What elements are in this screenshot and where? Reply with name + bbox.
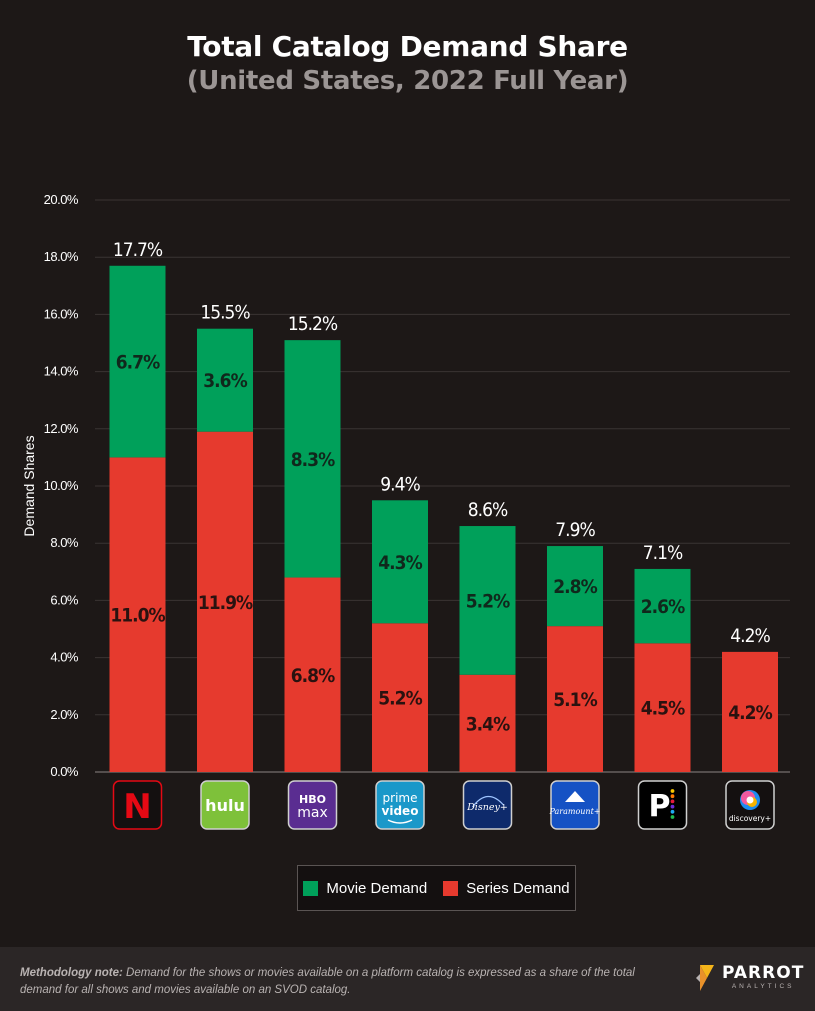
chart-subtitle: (United States, 2022 Full Year) bbox=[186, 66, 629, 96]
bar-movie-demand bbox=[197, 328, 253, 432]
legend-item-movie: Movie Demand bbox=[303, 880, 427, 897]
bar-movie-demand bbox=[547, 546, 603, 627]
paramount-mountain-icon bbox=[565, 791, 585, 802]
netflix-logo-text: N bbox=[123, 787, 151, 827]
movie-value-label: 5.2% bbox=[466, 590, 510, 612]
peacock-dot bbox=[670, 809, 675, 814]
y-tick-label: 12.0% bbox=[44, 421, 79, 436]
y-tick-label: 14.0% bbox=[44, 364, 79, 379]
series-value-label: 11.0% bbox=[110, 605, 165, 627]
bar-movie-demand bbox=[284, 340, 341, 578]
bar-series-demand bbox=[459, 674, 516, 772]
bar-series-demand bbox=[547, 626, 603, 772]
disney-plus-logo-icon bbox=[462, 780, 513, 830]
netflix-logo-icon bbox=[112, 780, 163, 830]
peacock-dot bbox=[670, 799, 675, 804]
bar-movie-demand bbox=[459, 526, 516, 675]
max-logo-text: max bbox=[297, 805, 328, 821]
y-tick-label: 4.0% bbox=[50, 650, 79, 665]
y-tick-label: 6.0% bbox=[50, 592, 79, 607]
series-value-label: 6.8% bbox=[291, 665, 335, 687]
legend-swatch-series bbox=[443, 880, 459, 896]
hbo-logo-text: HBO bbox=[299, 793, 326, 806]
total-label: 15.2% bbox=[288, 313, 338, 335]
total-label: 15.5% bbox=[200, 302, 250, 324]
chart-title: Total Catalog Demand Share bbox=[187, 30, 628, 63]
movie-value-label: 4.3% bbox=[378, 552, 422, 574]
bar-series-demand bbox=[197, 431, 253, 772]
disney-arc-icon bbox=[472, 795, 504, 808]
prime-smile-icon bbox=[387, 819, 413, 824]
series-value-label: 4.2% bbox=[728, 702, 772, 724]
series-value-label: 3.4% bbox=[466, 713, 510, 735]
total-label: 9.4% bbox=[380, 473, 420, 495]
hbo-max-logo-icon bbox=[287, 780, 338, 830]
paramount-plus-logo-icon bbox=[550, 780, 600, 830]
discovery-globe-icon bbox=[746, 796, 754, 804]
y-tick-label: 8.0% bbox=[50, 535, 79, 550]
discovery-logo-text: discovery+ bbox=[729, 814, 771, 823]
movie-value-label: 2.6% bbox=[641, 596, 685, 618]
legend-label-movie: Movie Demand bbox=[326, 879, 428, 897]
total-label: 17.7% bbox=[113, 239, 163, 261]
y-tick-label: 2.0% bbox=[50, 707, 79, 722]
legend-swatch-movie bbox=[303, 880, 319, 896]
series-value-label: 5.1% bbox=[553, 689, 597, 711]
hulu-logo-icon bbox=[200, 780, 250, 830]
methodology-note: Methodology note: Demand for the shows o… bbox=[20, 965, 660, 999]
parrot-mark-icon bbox=[696, 965, 714, 991]
legend-label-series: Series Demand bbox=[466, 879, 570, 897]
disney-logo-text: Disney+ bbox=[466, 802, 508, 813]
total-label: 8.6% bbox=[468, 499, 508, 521]
methodology-note-text: Demand for the shows or movies available… bbox=[20, 967, 635, 996]
bar-series-demand bbox=[722, 651, 778, 772]
y-tick-label: 20.0% bbox=[44, 192, 79, 207]
peacock-dot bbox=[670, 789, 675, 793]
legend-item-series: Series Demand bbox=[443, 879, 570, 897]
bar-movie-demand bbox=[109, 265, 166, 458]
y-axis-label: Demand Shares bbox=[21, 435, 37, 536]
bar-series-demand bbox=[284, 577, 341, 772]
bar-series-demand bbox=[109, 457, 166, 772]
paramount-logo-text: Paramount+ bbox=[548, 807, 600, 816]
peacock-dot bbox=[670, 815, 675, 819]
movie-value-label: 3.6% bbox=[203, 370, 247, 392]
hulu-logo-text: hulu bbox=[205, 796, 245, 815]
methodology-note-label: Methodology note: bbox=[20, 967, 123, 979]
parrot-analytics-logo: PARROT ANALYTICS bbox=[694, 963, 804, 993]
movie-value-label: 2.8% bbox=[553, 576, 597, 598]
video-logo-text: video bbox=[382, 804, 419, 818]
bar-movie-demand bbox=[372, 500, 428, 624]
prime-video-logo-icon bbox=[375, 780, 425, 830]
movie-value-label: 6.7% bbox=[116, 352, 160, 374]
prime-logo-text: prime bbox=[383, 791, 418, 805]
movie-value-label: 8.3% bbox=[291, 449, 335, 471]
total-label: 7.1% bbox=[643, 542, 683, 564]
peacock-dot bbox=[670, 794, 675, 799]
bar-series-demand bbox=[372, 623, 428, 772]
y-tick-label: 10.0% bbox=[44, 478, 79, 493]
y-tick-label: 0.0% bbox=[50, 764, 79, 779]
series-value-label: 11.9% bbox=[198, 592, 253, 614]
bar-movie-demand bbox=[634, 568, 691, 644]
y-tick-label: 16.0% bbox=[44, 306, 79, 321]
series-value-label: 4.5% bbox=[641, 698, 685, 720]
brand-subtitle: ANALYTICS bbox=[731, 983, 795, 990]
peacock-dot bbox=[670, 804, 675, 809]
total-label: 7.9% bbox=[555, 519, 595, 541]
total-label: 4.2% bbox=[730, 625, 770, 647]
series-value-label: 5.2% bbox=[378, 688, 422, 710]
footer-bar: Methodology note: Demand for the shows o… bbox=[0, 947, 815, 1011]
peacock-logo-text: P bbox=[649, 789, 671, 824]
peacock-logo-icon bbox=[637, 780, 688, 830]
chart-area: 0.0% 2.0% 4.0% 6.0% 8.0% 10.0% 12.0% 14.0% 16.0%… bbox=[21, 192, 790, 830]
y-tick-label: 18.0% bbox=[44, 249, 79, 264]
chart-legend: Movie Demand Series Demand bbox=[297, 865, 576, 911]
brand-name: PARROT bbox=[722, 963, 805, 983]
bar-series-demand bbox=[634, 643, 691, 772]
